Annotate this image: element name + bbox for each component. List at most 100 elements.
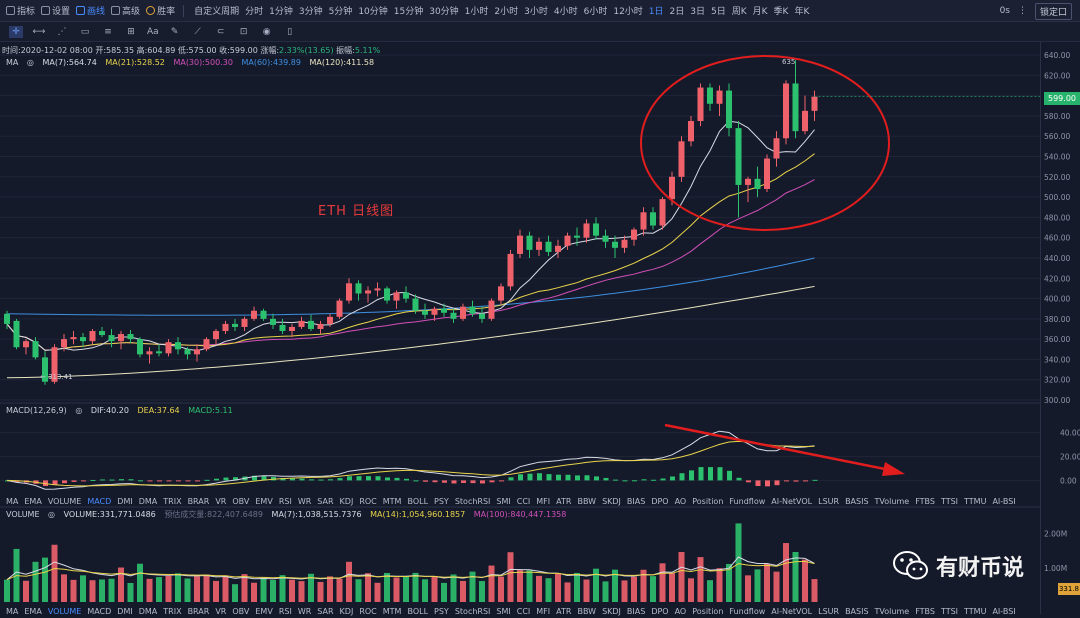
tab-obv[interactable]: OBV — [232, 496, 250, 506]
tab-sar[interactable]: SAR — [317, 606, 334, 616]
timeframe-18[interactable]: 月K — [752, 7, 768, 17]
magnet-icon[interactable]: ⊂ — [216, 26, 225, 37]
advanced-menu[interactable]: 高级 — [111, 4, 140, 17]
timeframe-20[interactable]: 年K — [794, 7, 810, 17]
tab-roc[interactable]: ROC — [359, 606, 377, 616]
settings-menu[interactable]: 设置 — [41, 4, 70, 17]
tab-dpo[interactable]: DPO — [651, 496, 669, 506]
trend-tool-icon[interactable]: ⋰ — [57, 26, 67, 37]
indicator-menu[interactable]: 指标 — [6, 4, 35, 17]
timeframe-17[interactable]: 周K — [731, 7, 747, 17]
tab-wr[interactable]: WR — [297, 496, 312, 506]
tab-lsur[interactable]: LSUR — [818, 496, 840, 506]
volume-name[interactable]: VOLUME — [6, 510, 40, 519]
tab-roc[interactable]: ROC — [359, 496, 377, 506]
timeframe-7[interactable]: 1小时 — [464, 7, 489, 17]
tab-dmi[interactable]: DMI — [117, 496, 133, 506]
tab-vr[interactable]: VR — [215, 496, 227, 506]
drawing-menu[interactable]: 画线 — [76, 4, 105, 17]
tab-kdj[interactable]: KDJ — [339, 496, 354, 506]
ma-name[interactable]: MA — [6, 58, 19, 67]
tab-stochrsi[interactable]: StochRSI — [454, 606, 491, 616]
tab-ai-netvol[interactable]: AI-NetVOL — [771, 496, 813, 506]
timeframe-16[interactable]: 5日 — [711, 7, 726, 17]
timeframe-19[interactable]: 季K — [773, 7, 789, 17]
tab-ttmu[interactable]: TTMU — [964, 606, 987, 616]
eye-icon[interactable]: ◎ — [26, 58, 34, 67]
macd-name[interactable]: MACD(12,26,9) — [6, 406, 67, 415]
tab-macd[interactable]: MACD — [87, 496, 112, 506]
tab-cci[interactable]: CCI — [516, 496, 531, 506]
ruler-icon[interactable]: ⟋ — [194, 26, 201, 37]
tab-tvolume[interactable]: TVolume — [874, 496, 910, 506]
lock-icon[interactable]: ⊡ — [239, 26, 248, 37]
line-tool-icon[interactable]: ⟷ — [32, 26, 46, 37]
timeframe-4[interactable]: 10分钟 — [358, 7, 388, 17]
tab-sar[interactable]: SAR — [317, 496, 334, 506]
tab-rsi[interactable]: RSI — [278, 496, 292, 506]
tab-ai-bsi[interactable]: AI-BSI — [992, 606, 1016, 616]
tab-mtm[interactable]: MTM — [382, 606, 402, 616]
custom-period-button[interactable]: 自定义周期 — [194, 7, 240, 17]
brush-icon[interactable]: ✎ — [170, 26, 179, 37]
tab-ao[interactable]: AO — [674, 606, 687, 616]
timeframe-0[interactable]: 分时 — [245, 7, 264, 17]
tab-mtm[interactable]: MTM — [382, 496, 402, 506]
tab-volume[interactable]: VOLUME — [47, 606, 82, 616]
timeframe-9[interactable]: 3小时 — [524, 7, 548, 17]
tab-emv[interactable]: EMV — [255, 606, 273, 616]
tab-vr[interactable]: VR — [215, 606, 227, 616]
tab-bbw[interactable]: BBW — [577, 496, 597, 506]
tab-ema[interactable]: EMA — [24, 496, 42, 506]
lock-window-button[interactable]: 锁定口 — [1034, 2, 1072, 20]
timeframe-15[interactable]: 3日 — [690, 7, 705, 17]
tab-boll[interactable]: BOLL — [407, 496, 429, 506]
tab-smi[interactable]: SMI — [496, 606, 511, 616]
tab-atr[interactable]: ATR — [556, 496, 572, 506]
timeframe-5[interactable]: 15分钟 — [393, 7, 424, 17]
tab-position[interactable]: Position — [692, 496, 724, 506]
tab-ema[interactable]: EMA — [24, 606, 42, 616]
text-tool-button[interactable]: Aa — [147, 26, 159, 37]
tab-dmi[interactable]: DMI — [117, 606, 133, 616]
tab-basis[interactable]: BASIS — [845, 496, 869, 506]
timeframe-14[interactable]: 2日 — [669, 7, 685, 17]
tab-trix[interactable]: TRIX — [163, 496, 182, 506]
tab-stochrsi[interactable]: StochRSI — [454, 496, 491, 506]
crosshair-icon[interactable]: ✛ — [9, 25, 23, 38]
tab-bbw[interactable]: BBW — [577, 606, 597, 616]
tab-tvolume[interactable]: TVolume — [874, 606, 910, 616]
tab-mfi[interactable]: MFI — [536, 606, 551, 616]
tab-ttmu[interactable]: TTMU — [964, 496, 987, 506]
timeframe-6[interactable]: 30分钟 — [429, 7, 459, 17]
tab-bias[interactable]: BIAS — [626, 606, 646, 616]
timeframe-2[interactable]: 3分钟 — [298, 7, 323, 17]
tab-boll[interactable]: BOLL — [407, 606, 429, 616]
timeframe-10[interactable]: 4小时 — [553, 7, 578, 17]
tab-bias[interactable]: BIAS — [626, 496, 646, 506]
tab-atr[interactable]: ATR — [556, 606, 572, 616]
tab-smi[interactable]: SMI — [496, 496, 511, 506]
tab-ftbs[interactable]: FTBS — [915, 606, 935, 616]
timeframe-11[interactable]: 6小时 — [583, 7, 608, 17]
tab-position[interactable]: Position — [692, 606, 724, 616]
price-axis[interactable] — [1040, 42, 1080, 614]
tab-brar[interactable]: BRAR — [187, 606, 210, 616]
tab-dpo[interactable]: DPO — [651, 606, 669, 616]
tab-emv[interactable]: EMV — [255, 496, 273, 506]
eye-icon[interactable]: ◎ — [75, 406, 83, 415]
tab-macd[interactable]: MACD — [87, 606, 112, 616]
fib-tool-icon[interactable]: ⊞ — [127, 26, 135, 37]
tab-trix[interactable]: TRIX — [163, 606, 182, 616]
tab-ftbs[interactable]: FTBS — [915, 496, 935, 506]
tab-ttsi[interactable]: TTSI — [940, 606, 959, 616]
winrate-menu[interactable]: 胜率 — [146, 4, 175, 17]
tab-kdj[interactable]: KDJ — [339, 606, 354, 616]
tab-brar[interactable]: BRAR — [187, 496, 210, 506]
tab-ai-netvol[interactable]: AI-NetVOL — [771, 606, 813, 616]
tab-volume[interactable]: VOLUME — [47, 496, 82, 506]
tab-psy[interactable]: PSY — [434, 496, 449, 506]
tab-fundflow[interactable]: Fundflow — [729, 606, 766, 616]
tab-mfi[interactable]: MFI — [536, 496, 551, 506]
